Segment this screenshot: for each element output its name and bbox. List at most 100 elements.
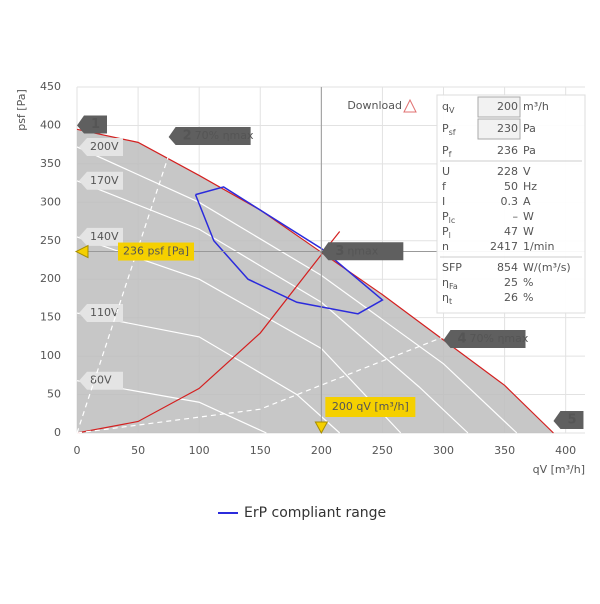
x-axis-title: qV [m³/h] [533, 463, 585, 476]
row-unit: V [523, 165, 531, 178]
voltage-tag [79, 137, 123, 156]
marker-number: 3 [335, 244, 344, 259]
line-series [194, 186, 384, 315]
subscript: V [449, 106, 455, 115]
row-symbol: U [442, 165, 450, 178]
row-value: 228 [497, 165, 518, 178]
x-tick-label: 200 [311, 444, 332, 457]
row-symbol: n [442, 240, 449, 253]
marker-number: 4 [458, 331, 467, 346]
symbol: P [442, 210, 449, 223]
y-tick-label: 200 [40, 272, 61, 285]
symbol: f [442, 180, 447, 193]
row-unit: m³/h [523, 100, 549, 113]
row-value: – [513, 210, 519, 223]
y-tick-label: 0 [54, 426, 61, 439]
symbol: P [442, 144, 449, 157]
voltage-label: 110V [90, 306, 119, 319]
marker-number: 1 [91, 117, 100, 132]
row-symbol: Pl [442, 225, 451, 240]
marker-number: 5 [567, 413, 576, 428]
line-series [76, 336, 444, 434]
row-unit: Hz [523, 180, 537, 193]
x-tick-label: 400 [555, 444, 576, 457]
y-tick-label: 300 [40, 195, 61, 208]
symbol: η [442, 276, 449, 289]
row-unit: W [523, 210, 534, 223]
row-value: 200 [497, 100, 518, 113]
symbol: U [442, 165, 450, 178]
voltage-label: 170V [90, 174, 119, 187]
symbol: P [442, 122, 449, 135]
value-input[interactable] [477, 96, 521, 118]
row-symbol: qV [442, 100, 455, 115]
row-symbol: Plc [442, 210, 455, 225]
row-unit: % [523, 291, 533, 304]
row-symbol: Psf [442, 122, 456, 137]
row-value: 26 [504, 291, 518, 304]
voltage-tag [79, 171, 123, 190]
subscript: f [449, 150, 452, 159]
marker-tag [168, 126, 251, 145]
line-series [76, 136, 176, 434]
row-value: 230 [497, 122, 518, 135]
subscript: lc [449, 216, 456, 225]
marker-tag [443, 329, 526, 348]
x-tick-label: 150 [250, 444, 271, 457]
voltage-label: 140V [90, 230, 119, 243]
symbol: I [442, 195, 445, 208]
voltage-tag [79, 304, 123, 323]
row-symbol: Pf [442, 144, 452, 159]
row-symbol: ηt [442, 291, 452, 306]
y-label: 236 psf [Pa] [123, 245, 189, 258]
row-unit: 1/min [523, 240, 554, 253]
row-symbol: f [442, 180, 447, 193]
voltage-tag [79, 227, 123, 246]
x-tick-label: 100 [189, 444, 210, 457]
x-tick-label: 250 [372, 444, 393, 457]
marker-text: 70% ηmax [195, 129, 254, 142]
value-input[interactable] [477, 118, 521, 140]
row-value: 47 [504, 225, 518, 238]
x-label-box [325, 397, 416, 417]
x-tick-label: 350 [494, 444, 515, 457]
row-unit: Pa [523, 144, 536, 157]
voltage-tag [79, 371, 123, 390]
line-series [76, 312, 341, 434]
marker-text: 70% ηmax [470, 332, 529, 345]
voltage-label: 80V [90, 374, 112, 387]
symbol: SFP [442, 261, 462, 274]
row-value: 50 [504, 180, 518, 193]
y-tick-label: 400 [40, 118, 61, 131]
row-unit: W [523, 225, 534, 238]
download-link[interactable]: Download [347, 99, 402, 112]
row-symbol: I [442, 195, 445, 208]
symbol: η [442, 291, 449, 304]
subscript: t [449, 297, 452, 306]
row-value: 25 [504, 276, 518, 289]
row-symbol: SFP [442, 261, 462, 274]
y-tick-label: 250 [40, 234, 61, 247]
voltage-label: 200V [90, 140, 119, 153]
marker-tag [77, 115, 107, 134]
row-value: 2417 [490, 240, 518, 253]
row-symbol: ηFa [442, 276, 458, 291]
y-tick-label: 450 [40, 80, 61, 93]
row-value: 236 [497, 144, 518, 157]
row-unit: A [523, 195, 531, 208]
download-icon [403, 98, 417, 113]
symbol: n [442, 240, 449, 253]
row-unit: W/(m³/s) [523, 261, 571, 274]
marker-tag [553, 411, 584, 429]
marker-text: ηmax [347, 244, 378, 257]
marker-tag [321, 242, 404, 261]
symbol: P [442, 225, 449, 238]
row-unit: Pa [523, 122, 536, 135]
x-tick-label: 50 [131, 444, 145, 457]
y-tick-label: 50 [47, 388, 61, 401]
x-pointer [314, 421, 329, 435]
y-pointer [74, 244, 89, 259]
symbol: q [442, 100, 449, 113]
y-tick-label: 100 [40, 349, 61, 362]
